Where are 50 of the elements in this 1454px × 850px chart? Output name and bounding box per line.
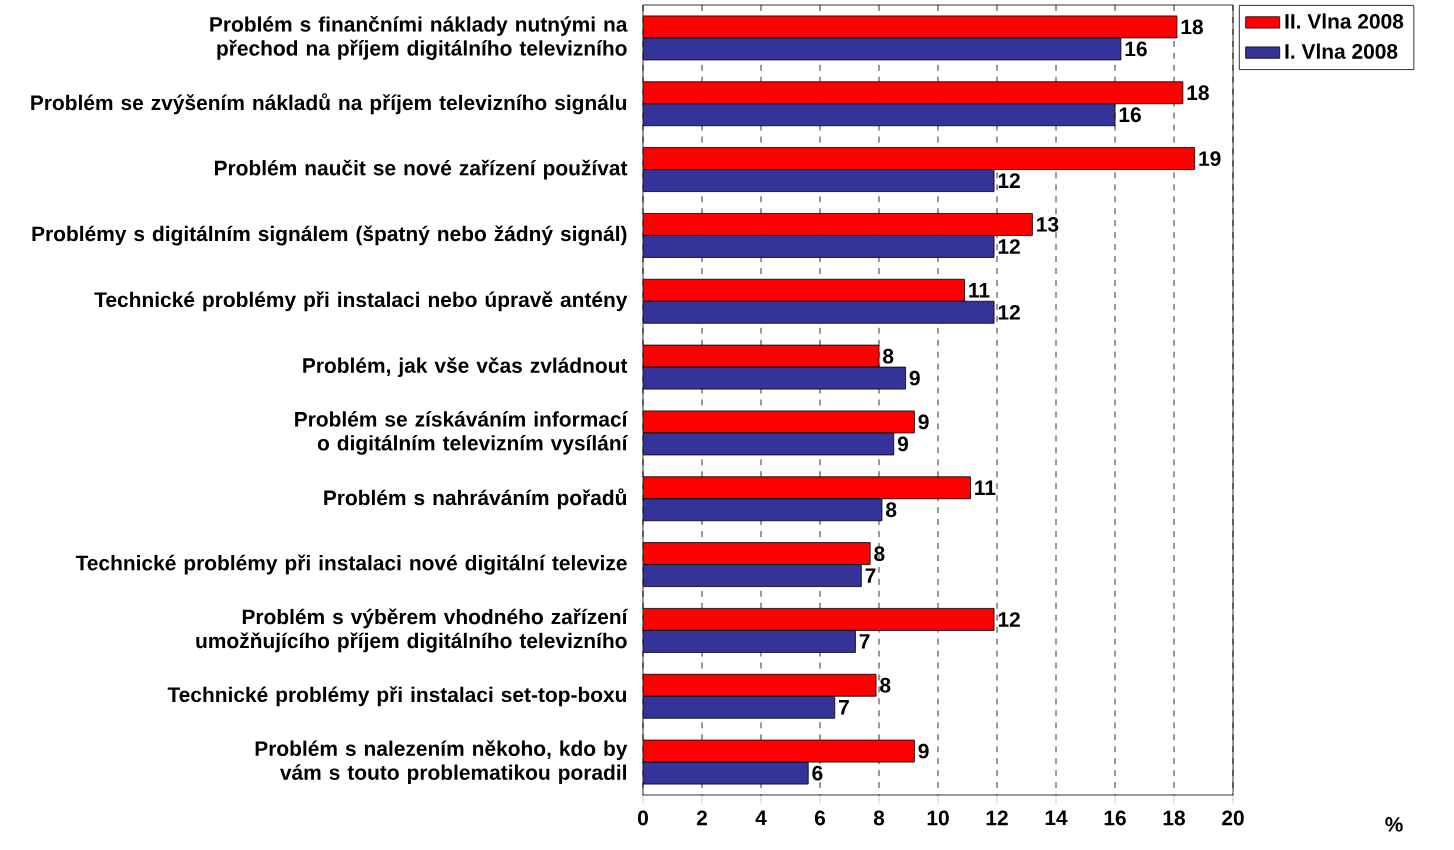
data-label: 8 (883, 348, 894, 364)
data-label: 18 (1181, 19, 1203, 35)
x-tick-label: 20 (1222, 810, 1244, 826)
y-tick-label: Problém s finančními náklady nutnými na přechod na příjem digitálního televizního (210, 15, 628, 60)
x-tick-label: 2 (696, 810, 707, 826)
legend-label: I. Vlna 2008 (1285, 43, 1398, 59)
data-label: 9 (897, 436, 908, 452)
data-label: 9 (918, 414, 929, 430)
x-tick-label: 12 (986, 810, 1008, 826)
data-label: 9 (918, 743, 929, 759)
data-label: 12 (998, 612, 1020, 627)
x-tick-label: 14 (1045, 810, 1068, 825)
data-label: 11 (975, 480, 996, 495)
data-label: 6 (812, 765, 823, 781)
text: % (1385, 817, 1403, 832)
x-tick-label: 0 (637, 810, 648, 826)
data-label: 11 (969, 283, 990, 298)
x-tick-label: 6 (814, 810, 826, 826)
data-label: 19 (1199, 151, 1221, 167)
y-tick-label: Problém naučit se nové zařízení používat (214, 159, 628, 180)
data-label: 16 (1125, 41, 1147, 57)
data-label: 12 (998, 173, 1020, 188)
legend-label: II. Vlna 2008 (1285, 13, 1404, 29)
y-tick-label: Problémy s digitálním signálem (špatný nebo žádný signál) (32, 225, 627, 246)
data-label: 16 (1119, 107, 1141, 123)
data-label: 7 (859, 634, 870, 649)
y-tick-label: Technické problémy při instalaci nové digitální televize (75, 554, 627, 575)
y-tick-label: Technické problémy při instalaci set-top-boxu (167, 686, 627, 707)
data-label: 18 (1187, 85, 1209, 101)
data-label: 7 (865, 568, 876, 583)
data-label: 12 (998, 239, 1020, 254)
y-tick-label: Problém se zvýšením nákladů na příjem televizního signálu (31, 93, 627, 115)
y-tick-label: Problém s výběrem vhodného zařízení umožňujícího příjem digitálního televizního (196, 608, 628, 653)
y-tick-label: Problém s nalezením někoho, kdo by vám s touto problematikou poradil (255, 740, 628, 785)
x-tick-label: 4 (755, 810, 767, 825)
data-label: 8 (880, 677, 891, 693)
x-tick-label: 16 (1104, 810, 1126, 826)
x-tick-label: 10 (927, 810, 949, 826)
y-tick-label: Technické problémy při instalaci nebo úpravě antény (94, 291, 628, 312)
data-label: 7 (839, 700, 849, 715)
data-label: 12 (998, 304, 1020, 320)
x-tick-label: 8 (873, 810, 885, 826)
data-label: 9 (909, 370, 920, 386)
data-label: 8 (886, 502, 897, 518)
y-tick-label: Problém, jak vše včas zvládnout (303, 357, 628, 378)
x-tick-label: 18 (1163, 810, 1185, 826)
data-label: 8 (874, 546, 885, 562)
y-tick-label: Problém se získáváním informací o digitálním televizním vysílání (295, 411, 629, 455)
data-label: 13 (1037, 217, 1059, 232)
y-tick-label: Problém s nahráváním pořadů (324, 488, 627, 510)
